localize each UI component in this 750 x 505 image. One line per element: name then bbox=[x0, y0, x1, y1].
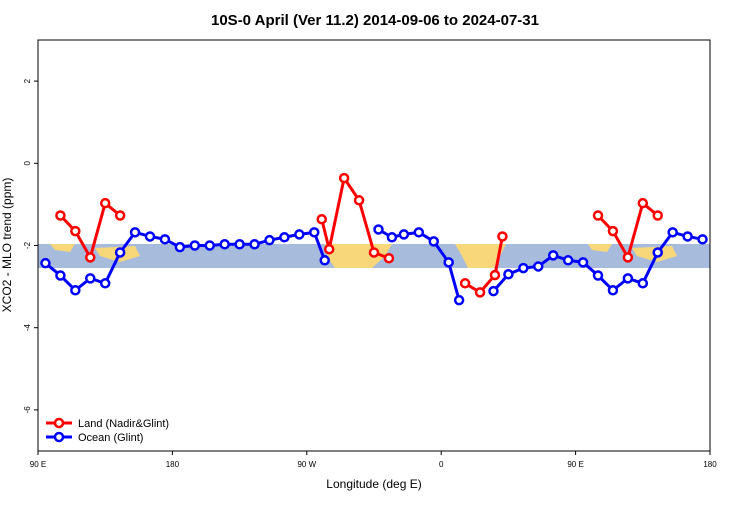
data-point bbox=[443, 257, 454, 268]
x-tick-label: 180 bbox=[166, 460, 180, 469]
data-point bbox=[637, 197, 649, 209]
data-point bbox=[219, 239, 230, 250]
x-axis-label: Longitude (deg E) bbox=[326, 477, 421, 491]
y-tick-label: 0 bbox=[23, 161, 32, 166]
data-point bbox=[144, 231, 156, 242]
data-point bbox=[577, 257, 589, 268]
data-point bbox=[373, 224, 384, 235]
data-point bbox=[316, 213, 327, 225]
data-point bbox=[622, 252, 634, 263]
data-point bbox=[474, 287, 486, 298]
data-point bbox=[114, 247, 126, 258]
y-tick-label: 2 bbox=[23, 78, 32, 83]
data-point bbox=[667, 227, 678, 238]
data-point bbox=[159, 234, 171, 245]
y-axis-label: XCO2 - MLO trend (ppm) bbox=[0, 178, 14, 313]
data-point bbox=[279, 232, 290, 243]
data-point bbox=[497, 231, 508, 242]
data-point bbox=[607, 285, 619, 296]
legend-label: Land (Nadir&Glint) bbox=[78, 418, 169, 430]
data-point bbox=[70, 225, 81, 237]
data-point bbox=[99, 197, 111, 209]
data-point bbox=[383, 252, 395, 264]
data-point bbox=[338, 172, 350, 184]
data-point bbox=[592, 270, 604, 281]
data-point bbox=[368, 247, 380, 258]
data-point bbox=[503, 269, 514, 280]
data-point bbox=[697, 234, 708, 245]
data-point bbox=[353, 195, 365, 206]
data-point bbox=[55, 270, 66, 281]
data-point bbox=[264, 234, 275, 246]
data-point bbox=[204, 240, 215, 251]
series-line bbox=[464, 236, 504, 295]
data-point bbox=[652, 210, 663, 221]
data-point bbox=[249, 239, 260, 250]
data-point bbox=[398, 229, 410, 240]
data-point bbox=[607, 225, 619, 237]
legend-marker bbox=[53, 417, 65, 429]
data-point bbox=[386, 232, 398, 243]
data-point bbox=[592, 210, 604, 221]
x-tick-label: 90 W bbox=[297, 460, 316, 469]
data-point bbox=[682, 231, 693, 242]
x-tick-label: 90 E bbox=[567, 460, 583, 469]
data-point bbox=[652, 247, 663, 258]
data-point bbox=[70, 285, 81, 296]
data-point bbox=[622, 273, 634, 284]
legend-marker bbox=[53, 431, 65, 443]
chart-title: 10S-0 April (Ver 11.2) 2014-09-06 to 202… bbox=[211, 12, 539, 29]
data-point bbox=[637, 278, 649, 289]
data-point bbox=[459, 278, 471, 289]
data-point bbox=[533, 261, 544, 272]
y-tick-label: -2 bbox=[23, 241, 32, 249]
x-tick-label: 0 bbox=[439, 460, 444, 469]
data-point bbox=[562, 255, 574, 266]
data-point bbox=[309, 227, 320, 238]
data-point bbox=[234, 239, 245, 250]
data-point bbox=[114, 210, 126, 221]
y-tick-label: -4 bbox=[23, 324, 32, 332]
data-point bbox=[189, 240, 201, 251]
data-point bbox=[428, 236, 439, 247]
data-point bbox=[518, 262, 529, 274]
data-point bbox=[323, 243, 335, 255]
data-point bbox=[129, 227, 141, 238]
data-point bbox=[489, 269, 501, 281]
data-point bbox=[99, 278, 111, 289]
y-tick-label: -6 bbox=[23, 406, 32, 414]
data-point bbox=[453, 294, 465, 306]
data-point bbox=[40, 257, 51, 269]
x-tick-label: 90 E bbox=[30, 460, 46, 469]
data-point bbox=[55, 210, 66, 221]
legend: Land (Nadir&Glint) Ocean (Glint) bbox=[46, 417, 169, 444]
data-point bbox=[174, 241, 186, 253]
data-point bbox=[85, 273, 96, 284]
data-point bbox=[319, 255, 330, 266]
land-africa bbox=[455, 244, 506, 268]
x-tick-label: 180 bbox=[703, 460, 717, 469]
data-point bbox=[547, 250, 559, 261]
data-point bbox=[85, 252, 96, 263]
data-point bbox=[294, 229, 305, 240]
legend-label: Ocean (Glint) bbox=[78, 432, 143, 444]
data-point bbox=[488, 285, 499, 297]
data-point bbox=[413, 227, 425, 238]
